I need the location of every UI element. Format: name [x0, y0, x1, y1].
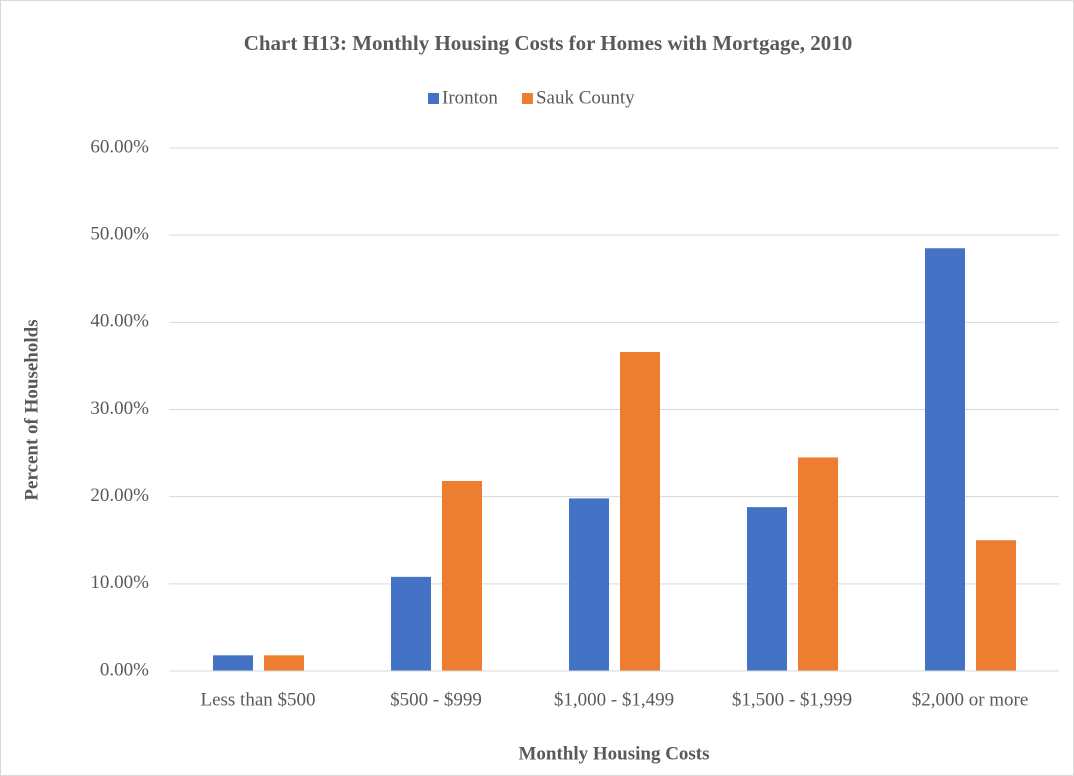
x-tick-label: Less than $500 — [200, 689, 315, 710]
bar — [569, 498, 609, 671]
x-axis-label: Monthly Housing Costs — [518, 743, 709, 764]
x-tick-label: $500 - $999 — [390, 689, 482, 710]
bar — [264, 655, 304, 671]
legend-swatch — [521, 93, 533, 104]
y-tick-label: 40.00% — [90, 311, 149, 332]
legend-swatch — [428, 93, 439, 104]
y-tick-label: 10.00% — [90, 572, 149, 593]
y-tick-label: 60.00% — [90, 136, 149, 157]
y-tick-label: 30.00% — [90, 398, 149, 419]
bar — [391, 576, 431, 671]
x-tick-label: $1,500 - $1,999 — [732, 689, 852, 710]
y-tick-label: 50.00% — [90, 224, 149, 245]
y-tick-label: 20.00% — [90, 485, 149, 506]
bar — [798, 457, 838, 671]
bar — [747, 507, 787, 671]
bar — [213, 655, 253, 671]
bar — [925, 248, 965, 671]
bar — [976, 540, 1016, 671]
bar — [620, 351, 660, 671]
y-axis-label: Percent of Households — [21, 319, 42, 500]
bar — [442, 480, 482, 671]
x-tick-label: $2,000 or more — [912, 689, 1029, 710]
y-tick-label: 0.00% — [100, 659, 149, 680]
legend-label: Ironton — [442, 87, 498, 108]
legend-label: Sauk County — [536, 87, 635, 108]
chart-title: Chart H13: Monthly Housing Costs for Hom… — [244, 31, 853, 55]
x-tick-label: $1,000 - $1,499 — [554, 689, 674, 710]
